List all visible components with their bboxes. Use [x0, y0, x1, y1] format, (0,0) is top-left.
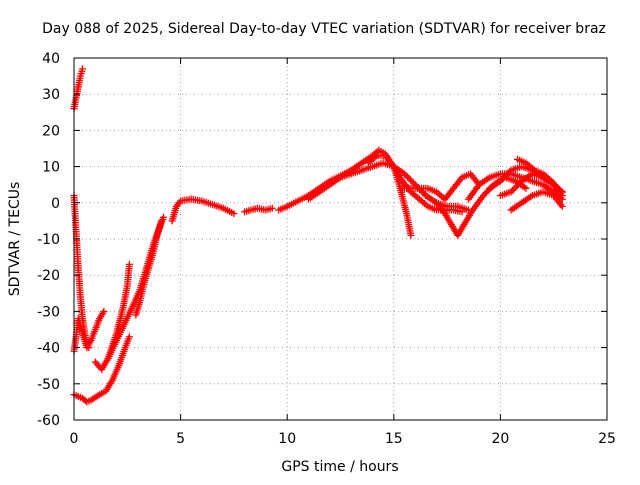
data-point — [479, 192, 487, 200]
y-tick-label: 10 — [42, 160, 60, 176]
data-point — [504, 169, 512, 177]
data-point — [513, 182, 521, 190]
series-arc-low-left — [70, 333, 133, 406]
data-point — [499, 174, 507, 182]
data-point — [496, 177, 504, 185]
grid — [74, 58, 607, 420]
y-tick-label: -10 — [37, 232, 60, 248]
data-point — [419, 188, 427, 196]
series-arc-afternoon-b — [398, 170, 483, 203]
series-arc-morning — [168, 195, 238, 225]
x-tick-label: 0 — [70, 431, 79, 447]
data-point — [557, 187, 565, 195]
data-point — [502, 171, 510, 179]
data-point — [160, 213, 168, 221]
y-tick-label: -50 — [37, 377, 60, 393]
series-arc-second-rise — [132, 217, 165, 319]
data-point — [482, 188, 490, 196]
data-point — [522, 184, 530, 192]
data-point — [407, 176, 415, 184]
y-tick-label: -40 — [37, 341, 60, 357]
data-point — [506, 168, 514, 176]
data-point — [507, 188, 515, 196]
series-arc-late-high — [513, 155, 566, 196]
data-point — [400, 170, 408, 178]
data-point — [230, 210, 238, 218]
y-tick-label: 0 — [51, 196, 60, 212]
y-tick-label: 30 — [42, 87, 60, 103]
data-point — [515, 180, 523, 188]
x-tick-label: 25 — [598, 431, 616, 447]
y-tick-label: 40 — [42, 51, 60, 67]
data-point — [408, 178, 416, 186]
data-point — [501, 172, 509, 180]
x-tick-label: 20 — [491, 431, 509, 447]
data-point — [512, 183, 520, 191]
data-point — [481, 190, 489, 198]
data-point — [509, 186, 517, 194]
data-point — [268, 204, 276, 212]
data-point — [510, 185, 518, 193]
data-point — [79, 65, 87, 73]
chart-title: Day 088 of 2025, Sidereal Day-to-day VTE… — [42, 21, 606, 37]
data-point — [100, 307, 108, 315]
x-tick-label: 5 — [176, 431, 185, 447]
y-tick-label: -60 — [37, 413, 60, 429]
data-point — [157, 217, 165, 225]
y-axis-title: SDTVAR / TECUs — [7, 182, 23, 297]
data-point — [498, 176, 506, 184]
data-point — [407, 231, 415, 239]
y-tick-label: -30 — [37, 304, 60, 320]
data-point — [125, 333, 133, 341]
data-point — [405, 174, 413, 182]
axis-tick-labels: 0 5 10 15 20 25 -60 -50 -40 -30 -20 -10 0 10 20 30 40 — [37, 51, 616, 447]
series-arc-late-low — [507, 188, 566, 214]
x-tick-label: 15 — [385, 431, 403, 447]
data-point — [558, 188, 566, 196]
data-point — [125, 260, 133, 268]
data-point — [558, 202, 566, 210]
y-tick-label: 20 — [42, 123, 60, 139]
data-point — [458, 208, 466, 216]
y-tick-label: -20 — [37, 268, 60, 284]
data-point — [402, 171, 410, 179]
series-arc-short — [241, 204, 276, 216]
data-point — [404, 173, 412, 181]
x-tick-label: 10 — [278, 431, 296, 447]
axis-ticks — [73, 57, 608, 421]
x-axis-title: GPS time / hours — [281, 459, 398, 475]
